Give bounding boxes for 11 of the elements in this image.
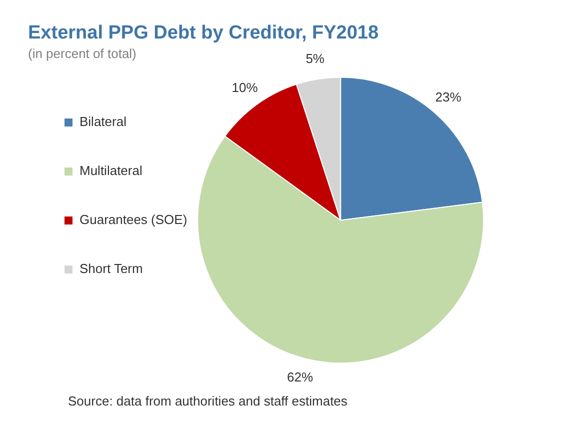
legend-label: Guarantees (SOE) bbox=[80, 212, 188, 228]
legend-label: Short Term bbox=[80, 261, 143, 276]
chart-title: External PPG Debt by Creditor, FY2018 bbox=[28, 22, 379, 44]
legend-label: Bilateral bbox=[80, 114, 127, 130]
source-note: Source: data from authorities and staff estimates bbox=[68, 394, 348, 409]
data-label: 23% bbox=[435, 90, 462, 105]
data-label: 10% bbox=[232, 80, 258, 95]
data-label: 5% bbox=[306, 50, 325, 66]
chart-subtitle: (in percent of total) bbox=[28, 46, 136, 62]
data-label: 62% bbox=[287, 370, 314, 385]
legend-label: Multilateral bbox=[80, 163, 142, 178]
